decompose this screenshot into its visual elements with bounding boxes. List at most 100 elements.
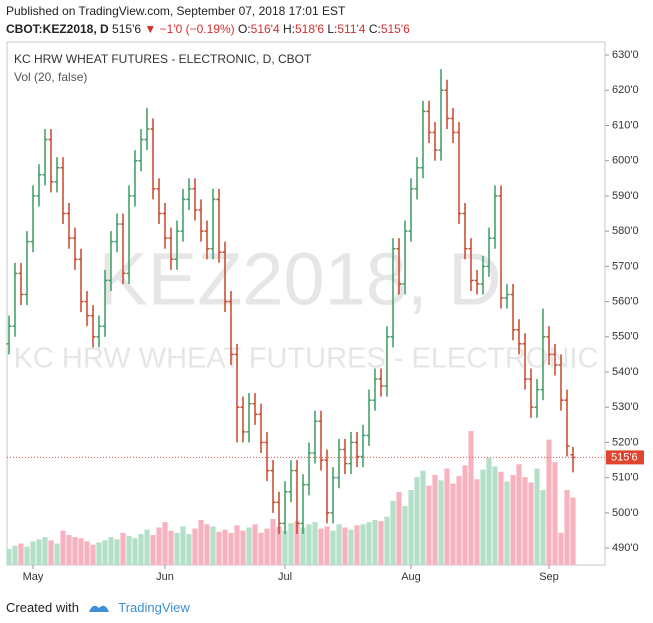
c-label: C:: [368, 22, 381, 36]
y-tick-label: 630'0: [612, 49, 639, 61]
volume-bar: [150, 535, 156, 565]
volume-bar: [102, 540, 108, 565]
l-value: 511'4: [337, 22, 366, 36]
volume-bar: [24, 546, 30, 565]
y-tick-label: 530'0: [612, 401, 639, 413]
volume-bar: [462, 465, 468, 565]
volume-bar: [504, 481, 510, 565]
volume-bar: [438, 480, 444, 565]
y-tick-label: 600'0: [612, 155, 639, 167]
volume-bar: [432, 475, 438, 565]
x-tick-label: Jul: [278, 571, 292, 583]
volume-bar: [186, 533, 192, 565]
chart: KEZ2018, D KC HRW WHEAT FUTURES - ELECTR…: [6, 41, 644, 583]
volume-bar: [54, 543, 60, 565]
footer: Created with TradingView: [6, 598, 190, 615]
published-line: Published on TradingView.com, September …: [6, 4, 346, 18]
volume-bar: [384, 516, 390, 565]
volume-bar: [300, 527, 306, 565]
volume-bar: [252, 524, 258, 565]
volume-bar: [90, 544, 96, 565]
volume-bar: [468, 431, 474, 565]
y-tick-label: 620'0: [612, 84, 639, 96]
x-tick-label: Jun: [156, 571, 174, 583]
volume-bar: [570, 497, 576, 565]
volume-bar: [108, 537, 114, 565]
volume-bar: [6, 548, 12, 565]
volume-bar: [120, 532, 126, 565]
volume-bar: [132, 538, 138, 565]
volume-bar: [282, 530, 288, 565]
volume-bar: [450, 483, 456, 565]
volume-bar: [528, 482, 534, 565]
volume-bar: [270, 518, 276, 565]
volume-bar: [30, 541, 36, 565]
volume-bar: [288, 523, 294, 565]
volume-bar: [510, 475, 516, 565]
volume-bar: [168, 530, 174, 565]
last-price-box: [606, 450, 644, 465]
y-tick-label: 570'0: [612, 260, 639, 272]
brand: TradingView: [118, 600, 190, 615]
y-tick-label: 580'0: [612, 225, 639, 237]
legend: KC HRW WHEAT FUTURES - ELECTRONIC, D, CB…: [14, 52, 312, 66]
volume-bar: [354, 525, 360, 565]
volume-bar: [96, 542, 102, 565]
volume-bar: [240, 530, 246, 565]
volume-bar: [174, 532, 180, 565]
volume-bar: [378, 521, 384, 565]
volume-bar: [198, 520, 204, 565]
volume-bar: [276, 526, 282, 565]
h-value: 518'6: [295, 22, 324, 36]
created-with: Created with: [6, 600, 79, 615]
watermark: KEZ2018, D: [98, 238, 501, 321]
volume-bar: [126, 536, 132, 565]
volume-bar: [480, 469, 486, 565]
volume-bar: [294, 521, 300, 565]
x-tick-label: Sep: [539, 571, 559, 583]
volume-bar: [516, 464, 522, 565]
volume-bar: [162, 522, 168, 565]
volume-bar: [234, 525, 240, 565]
volume-bar: [402, 506, 408, 565]
volume-bar: [492, 466, 498, 565]
volume-bar: [36, 539, 42, 565]
volume-bar: [42, 537, 48, 565]
volume-bar: [306, 524, 312, 565]
volume-legend: Vol (20, false): [14, 70, 87, 84]
x-tick-label: May: [23, 571, 44, 583]
y-tick-label: 610'0: [612, 119, 639, 131]
volume-bar: [558, 532, 564, 565]
volume-bar: [546, 439, 552, 565]
volume-bar: [84, 541, 90, 565]
x-tick-label: Aug: [401, 571, 421, 583]
last: 515'6: [112, 22, 142, 36]
volume-bar: [78, 538, 84, 565]
volume-bar: [372, 520, 378, 565]
volume-bar: [180, 526, 186, 565]
volume-bar: [522, 477, 528, 565]
volume-bar: [228, 532, 234, 565]
volume-bar: [72, 537, 78, 565]
o-value: 516'4: [250, 22, 280, 36]
volume-bar: [48, 540, 54, 565]
volume-bar: [348, 529, 354, 565]
volume-bar: [210, 526, 216, 565]
volume-bar: [366, 522, 372, 565]
brand-icon: [88, 605, 109, 612]
o-label: O:: [237, 22, 251, 36]
volume-bar: [60, 530, 66, 565]
volume-bar: [408, 490, 414, 565]
volume-bar: [216, 531, 222, 565]
volume-bar: [390, 500, 396, 565]
volume-bar: [420, 470, 426, 565]
volume-bar: [156, 527, 162, 565]
quote-line: CBOT:KEZ2018, D 515'6 ▼ −1'0 (−0.19%) O:…: [6, 22, 410, 36]
volume-bar: [318, 528, 324, 565]
y-tick-label: 520'0: [612, 436, 639, 448]
volume-bar: [312, 522, 318, 565]
volume-bar: [540, 490, 546, 565]
volume-bar: [498, 471, 504, 565]
volume-bar: [360, 524, 366, 565]
volume-bar: [414, 477, 420, 565]
